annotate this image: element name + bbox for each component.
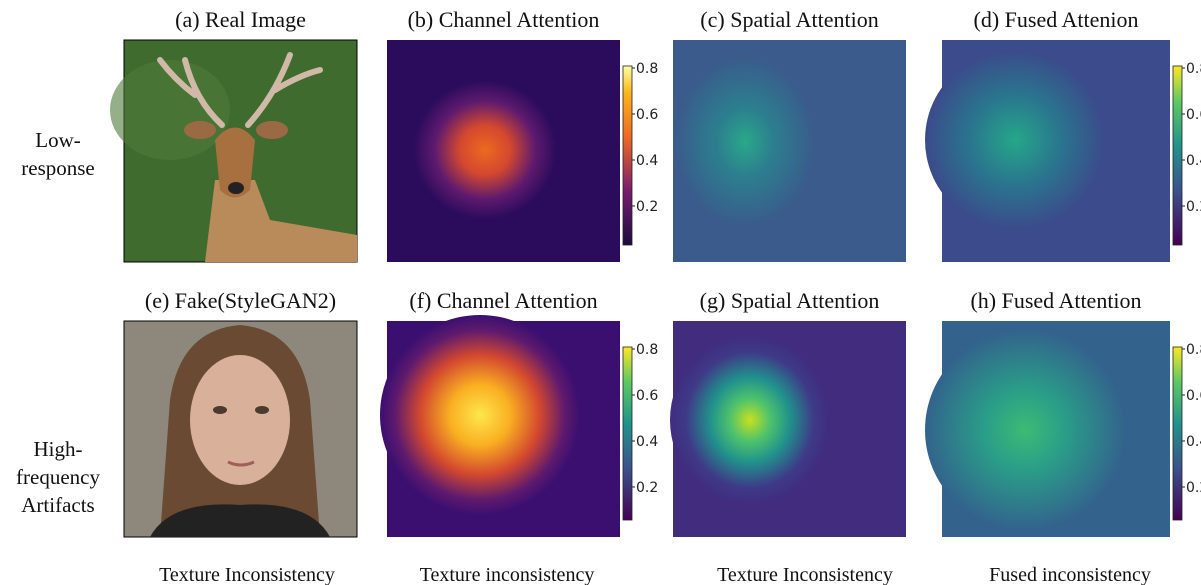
colorbar-label: 0.8	[636, 61, 658, 77]
colorbar	[623, 347, 632, 520]
colorbar-label: 0.8	[636, 342, 658, 358]
heatmap-d	[925, 40, 1170, 262]
caption: Texture Inconsistency	[717, 564, 893, 585]
heatmap-g	[670, 321, 906, 537]
colorbar-label: 0.4	[1186, 434, 1201, 450]
colorbar-label: 0.4	[1186, 153, 1201, 169]
colorbar-label: 0.8	[1186, 61, 1201, 77]
colorbar-label: 0.4	[636, 153, 658, 169]
deer-image	[110, 40, 357, 262]
row-label: Artifacts	[21, 493, 94, 517]
caption: Texture Inconsistency	[159, 564, 335, 585]
colorbar	[623, 66, 632, 245]
panel-title: (a) Real Image	[175, 7, 306, 32]
heatmap-b	[387, 40, 620, 262]
row-label: Low-	[35, 128, 81, 152]
colorbar-label: 0.2	[1186, 199, 1201, 215]
row-label: High-	[34, 437, 83, 461]
panel-title: (h) Fused Attention	[970, 288, 1141, 313]
colorbar	[1173, 66, 1182, 245]
heatmap-h	[925, 321, 1170, 537]
colorbar-label: 0.6	[1186, 107, 1201, 123]
colorbar	[1173, 347, 1182, 520]
panel-title: (e) Fake(StyleGAN2)	[145, 288, 336, 313]
panel-title: (b) Channel Attention	[408, 7, 600, 32]
heatmap-c	[673, 40, 906, 262]
figure: (a) Real Image (b) Channel Attention 0.8 0.…	[0, 0, 1201, 585]
caption: Fused inconsistency	[989, 564, 1151, 585]
heatmap-f	[380, 315, 620, 537]
colorbar-label: 0.2	[636, 480, 658, 496]
panel-title: (d) Fused Attenion	[974, 7, 1139, 32]
colorbar-label: 0.6	[1186, 388, 1201, 404]
colorbar-label: 0.8	[1186, 342, 1201, 358]
colorbar-label: 0.2	[1186, 480, 1201, 496]
caption: Texture inconsistency	[420, 564, 595, 585]
row-label: frequency	[16, 465, 100, 489]
panel-title: (c) Spatial Attention	[700, 7, 878, 32]
page: {"row_labels":[["Low-","response"],["Hig…	[0, 0, 1201, 585]
panel-title: (f) Channel Attention	[409, 288, 597, 313]
colorbar-label: 0.6	[636, 107, 658, 123]
colorbar-label: 0.4	[636, 434, 658, 450]
colorbar-label: 0.6	[636, 388, 658, 404]
row-label: response	[21, 156, 94, 180]
face-image	[124, 321, 357, 537]
colorbar-label: 0.2	[636, 199, 658, 215]
panel-title: (g) Spatial Attention	[700, 288, 880, 313]
